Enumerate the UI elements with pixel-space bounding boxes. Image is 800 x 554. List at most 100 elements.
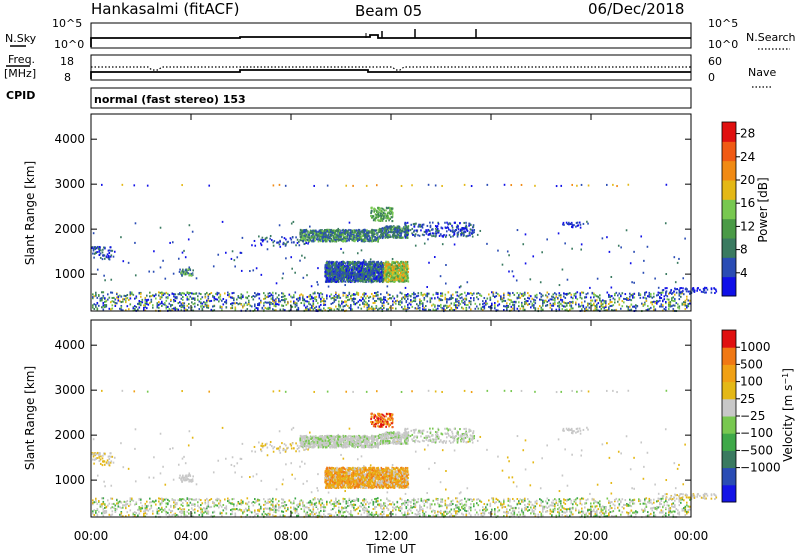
power-echo-cell — [396, 267, 398, 270]
power-echo-cell — [334, 238, 337, 241]
power-echo-cell — [321, 293, 324, 296]
power-echo-cell — [394, 234, 397, 237]
power-echo-cell — [302, 237, 304, 241]
power-echo-cell — [600, 302, 603, 305]
power-echo-cell — [545, 304, 547, 307]
power-echo-cell — [351, 271, 354, 274]
power-echo-cell — [403, 269, 405, 272]
power-echo-cell — [126, 293, 129, 296]
power-echo-cell — [96, 251, 98, 254]
power-echo-cell — [438, 304, 441, 307]
power-echo-cell — [414, 244, 417, 247]
power-echo-cell — [309, 225, 311, 228]
power-echo-cell — [329, 307, 331, 310]
power-echo-cell — [344, 280, 347, 283]
power-echo-cell — [348, 268, 351, 271]
power-echo-cell — [587, 292, 589, 295]
power-echo-cell — [301, 234, 303, 237]
power-echo-cell — [357, 292, 360, 295]
power-echo-cell — [621, 300, 624, 303]
power-echo-cell — [122, 260, 125, 263]
power-echo-cell — [422, 223, 425, 226]
power-echo-cell — [644, 296, 646, 299]
power-echo-cell — [338, 235, 340, 239]
power-echo-cell — [381, 262, 383, 265]
power-echo-cell — [650, 295, 652, 298]
power-echo-cell — [314, 291, 316, 294]
power-echo-cell — [455, 304, 457, 307]
power-echo-cell — [340, 280, 342, 283]
power-echo-cell — [361, 266, 363, 269]
power-echo-cell — [399, 279, 402, 282]
power-echo-cell — [325, 278, 328, 281]
power-echo-cell — [436, 226, 438, 229]
power-echo-cell — [665, 302, 667, 305]
power-echo-cell — [341, 300, 343, 303]
power-echo-cell — [111, 307, 114, 310]
power-echo-cell — [444, 221, 446, 224]
power-echo-cell — [389, 271, 392, 274]
power-echo-cell — [440, 294, 442, 297]
power-echo-cell — [503, 292, 505, 295]
power-echo-cell — [327, 267, 329, 270]
power-echo-cell — [491, 306, 493, 309]
power-echo-cell — [682, 277, 685, 280]
power-echo-cell — [391, 229, 394, 232]
power-echo-cell — [260, 242, 262, 245]
power-echo-cell — [657, 291, 660, 294]
power-echo-cell — [107, 298, 109, 301]
power-echo-cell — [518, 294, 520, 297]
power-echo-cell — [368, 296, 370, 299]
power-echo-cell — [186, 296, 189, 299]
power-echo-cell — [401, 279, 403, 282]
power-echo-cell — [399, 269, 402, 273]
power-echo-cell — [111, 291, 114, 294]
power-echo-cell — [176, 297, 178, 300]
power-echo-cell — [323, 299, 325, 302]
power-echo-cell — [377, 219, 379, 222]
power-echo-cell — [338, 272, 340, 276]
power-echo-cell — [255, 307, 258, 310]
power-echo-cell — [339, 304, 342, 307]
power-echo-cell — [147, 298, 150, 301]
power-echo-cell — [445, 264, 447, 267]
power-echo-cell — [669, 304, 672, 307]
power-echo-cell — [314, 292, 316, 295]
power-echo-cell — [200, 293, 202, 296]
power-echo-cell — [391, 275, 394, 278]
power-echo-cell — [400, 277, 402, 280]
power-echo-cell — [336, 296, 339, 299]
power-echo-cell — [342, 260, 344, 263]
power-echo-cell — [489, 306, 492, 309]
power-echo-cell — [417, 304, 420, 307]
power-echo-cell — [318, 235, 321, 238]
power-echo-cell — [336, 278, 339, 281]
power-echo-cell — [360, 271, 363, 274]
power-echo-cell — [683, 303, 685, 306]
power-echo-cell — [399, 268, 402, 271]
power-echo-cell — [507, 293, 510, 296]
power-echo-cell — [296, 241, 299, 244]
power-echo-cell — [105, 304, 108, 307]
power-echo-cell — [410, 303, 412, 306]
power-echo-cell — [174, 308, 177, 311]
power-echo-cell — [524, 297, 526, 300]
power-echo-cell — [446, 306, 448, 309]
power-echo-cell — [665, 301, 667, 304]
power-echo-cell — [512, 301, 514, 304]
power-echo-cell — [519, 307, 522, 310]
power-echo-cell — [422, 305, 424, 308]
power-echo-cell — [671, 299, 673, 302]
power-echo-cell — [465, 307, 468, 310]
power-echo-cell — [569, 301, 571, 304]
power-echo-cell — [359, 262, 362, 265]
power-echo-cell — [281, 304, 283, 307]
power-echo-cell — [597, 295, 600, 298]
power-echo-cell — [596, 308, 598, 311]
power-echo-cell — [384, 279, 387, 282]
power-echo-cell — [370, 235, 373, 239]
power-echo-cell — [403, 270, 406, 273]
power-echo-cell — [348, 221, 351, 224]
power-echo-cell — [341, 267, 343, 270]
